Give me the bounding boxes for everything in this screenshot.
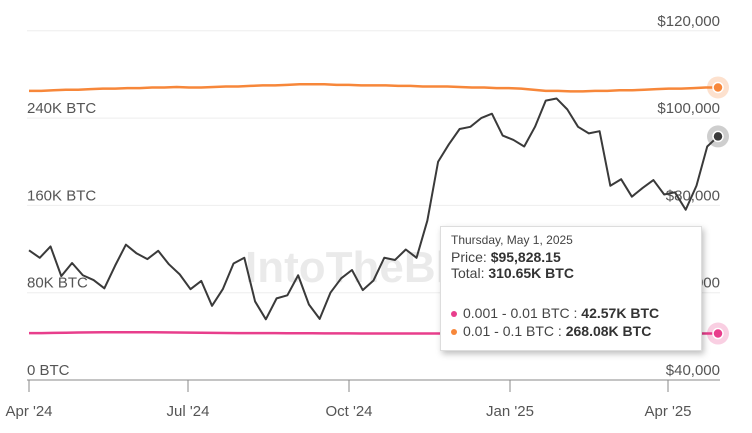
x-tick-label: Oct '24 bbox=[325, 403, 372, 420]
right-tick-label: $120,000 bbox=[657, 13, 720, 30]
tooltip-price: Price: $95,828.15 bbox=[451, 249, 691, 265]
pink-dot-icon bbox=[451, 311, 457, 318]
row-value: 42.57K BTC bbox=[581, 305, 660, 321]
left-tick-label: 240K BTC bbox=[27, 100, 96, 117]
end-marker bbox=[712, 130, 724, 143]
left-tick-label: 0 BTC bbox=[27, 362, 70, 379]
end-marker bbox=[712, 81, 724, 94]
row-value: 268.08K BTC bbox=[565, 323, 652, 339]
row-label: 0.01 - 0.1 BTC : bbox=[463, 323, 562, 339]
tooltip-date: Thursday, May 1, 2025 bbox=[451, 233, 573, 247]
tooltip-row: 0.01 - 0.1 BTC : 268.08K BTC bbox=[451, 323, 691, 339]
x-tick-label: Jul '24 bbox=[167, 403, 210, 420]
total-label: Total: bbox=[451, 265, 485, 281]
tooltip-row: 0.001 - 0.01 BTC : 42.57K BTC bbox=[451, 305, 691, 321]
row-label: 0.001 - 0.01 BTC : bbox=[463, 305, 578, 321]
orange-dot-icon bbox=[451, 329, 457, 336]
x-tick-label: Apr '24 bbox=[5, 403, 52, 420]
x-tick-label: Apr '25 bbox=[644, 403, 691, 420]
series-line-0-01-0-1-BTC bbox=[29, 83, 719, 93]
left-tick-label: 80K BTC bbox=[27, 275, 88, 292]
left-tick-label: 160K BTC bbox=[27, 187, 96, 204]
x-tick-label: Jan '25 bbox=[486, 403, 534, 420]
price-label: Price: bbox=[451, 249, 487, 265]
end-marker bbox=[712, 327, 724, 340]
total-value: 310.65K BTC bbox=[488, 265, 574, 281]
series-line-Price bbox=[28, 97, 719, 321]
tooltip: Thursday, May 1, 2025 Price: $95,828.15 … bbox=[440, 226, 702, 351]
right-tick-label: $100,000 bbox=[657, 100, 720, 117]
price-value: $95,828.15 bbox=[490, 249, 561, 265]
tooltip-total: Total: 310.65K BTC bbox=[451, 265, 691, 281]
right-tick-label: $40,000 bbox=[666, 362, 720, 379]
